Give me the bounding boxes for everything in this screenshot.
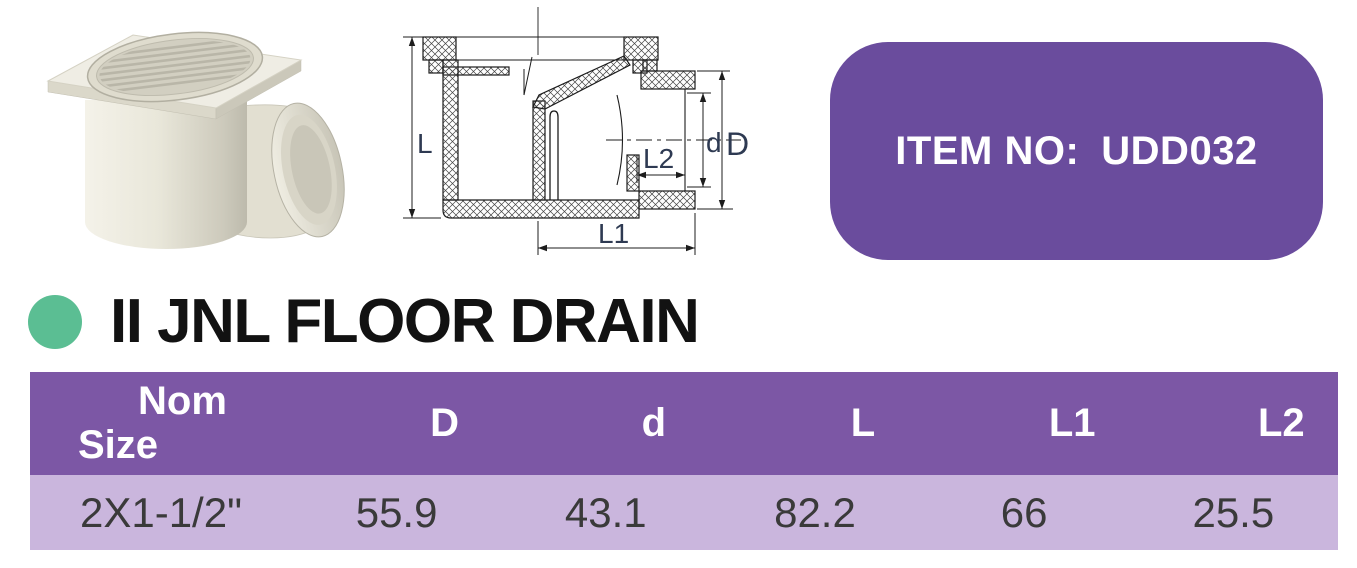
spec-table-row: 2X1-1/2" 55.9 43.1 82.2 66 25.5 xyxy=(30,475,1338,550)
col-header-L1: L1 xyxy=(1048,401,1096,445)
item-number-code: UDD032 xyxy=(1101,128,1258,173)
dimension-arrows xyxy=(408,37,726,252)
item-number-text: ITEM NO: UDD032 xyxy=(895,129,1257,174)
col-header-L: L xyxy=(850,401,876,445)
item-number-badge: ITEM NO: UDD032 xyxy=(830,42,1323,260)
dim-label-d: d xyxy=(706,127,722,158)
col-header-D: D xyxy=(430,401,460,445)
dim-label-l2: L2 xyxy=(643,143,674,174)
cell-L1: 66 xyxy=(1000,488,1048,536)
spec-table-header: Nom Size D d L L1 L2 xyxy=(30,372,1338,475)
dim-label-D: D xyxy=(726,126,749,162)
col-header-nom-size: Nom Size xyxy=(78,379,227,467)
dim-label-l: L xyxy=(417,128,433,159)
section-title: II JNL FLOOR DRAIN xyxy=(110,287,700,356)
grate xyxy=(86,31,264,103)
outlet-pipe xyxy=(271,102,345,238)
dim-label-l1: L1 xyxy=(598,218,629,249)
cell-L: 82.2 xyxy=(774,488,856,536)
item-number-prefix: ITEM NO: xyxy=(895,128,1080,173)
bullet-icon xyxy=(28,295,82,349)
col-header-L2: L2 xyxy=(1258,401,1305,445)
technical-drawing: L d D L2 L1 xyxy=(403,7,749,255)
spec-table: Nom Size D d L L1 L2 2X1-1/2" 55.9 43.1 … xyxy=(30,372,1338,550)
outline-lines xyxy=(423,36,686,200)
col-header-d: d xyxy=(641,401,666,445)
section-heading: II JNL FLOOR DRAIN xyxy=(28,287,700,356)
cell-D: 55.9 xyxy=(355,488,438,536)
cell-L2: 25.5 xyxy=(1192,488,1275,536)
hatched-walls xyxy=(422,36,696,219)
drain-body xyxy=(85,100,247,249)
cell-d: 43.1 xyxy=(564,488,647,536)
product-photo xyxy=(46,31,345,249)
cell-nom-size: 2X1-1/2" xyxy=(79,488,242,536)
dimension-lines xyxy=(403,36,733,255)
